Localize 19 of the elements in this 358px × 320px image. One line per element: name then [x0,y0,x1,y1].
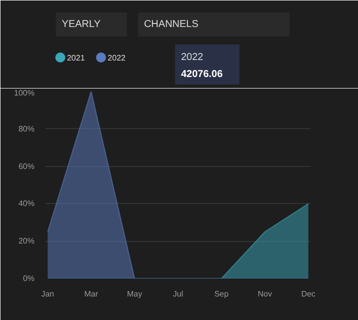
text: YEARLY [62,19,101,30]
y-tick-label: 80% [18,124,35,134]
y-tick-label: 20% [18,236,35,246]
y-tick-label: 0% [22,274,34,283]
text: CHANNELS [144,19,199,30]
text: 42076.06 [180,69,224,80]
legend-label: 2022 [108,54,126,62]
x-tick-label: Nov [258,290,272,298]
x-tick-label: Jul [172,290,184,298]
x-tick-label: Sep [214,290,230,298]
x-tick-label: Dec [301,290,316,298]
y-tick-label: 60% [18,162,35,171]
x-tick-label: Mar [84,290,98,298]
text: 2022 [180,52,204,63]
x-tick-label: May [127,290,142,298]
x-tick-label: Jan [41,290,54,298]
legend-label: 2021 [66,54,86,62]
y-tick-label: 100% [14,88,35,98]
y-tick-label: 40% [18,199,35,208]
